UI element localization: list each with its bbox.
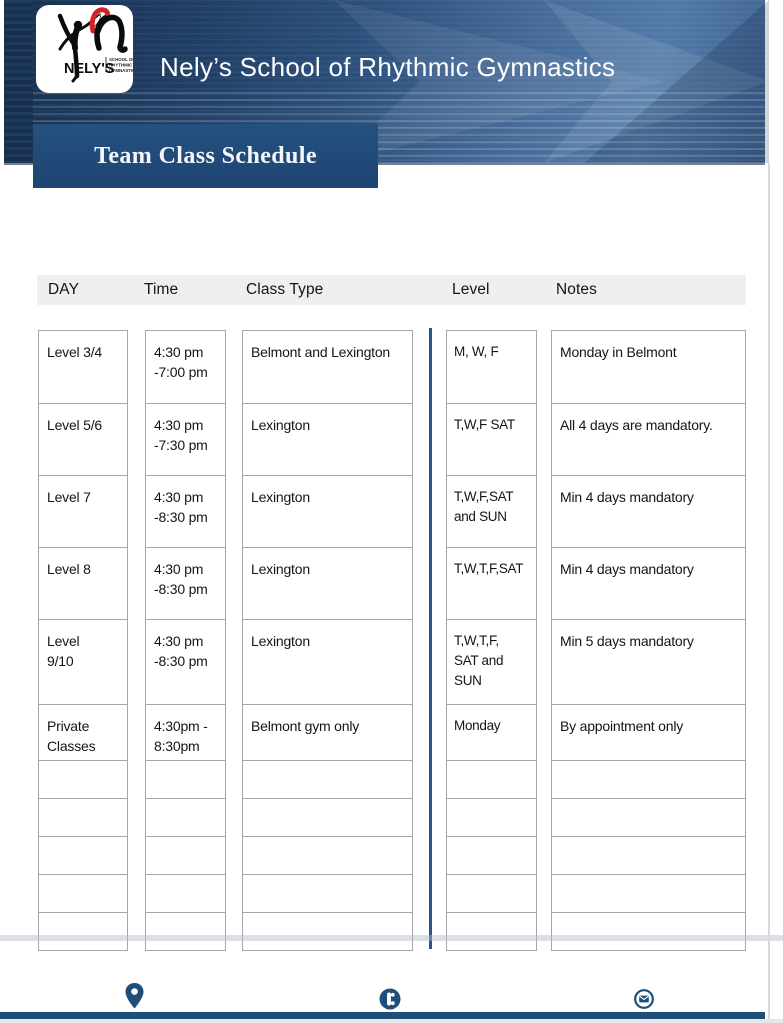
cell-class-type: Belmont and Lexington xyxy=(251,344,391,360)
page-title: Nely’s School of Rhythmic Gymnastics xyxy=(160,52,616,82)
cell-time-empty xyxy=(146,912,225,950)
cell-class-type: Belmont gym only xyxy=(243,704,412,760)
table-header-row: DAY Time Class Type Level Notes xyxy=(37,275,746,305)
phone-icon xyxy=(379,988,401,1010)
column-header-level: Level xyxy=(452,281,490,298)
cell-notes: By appointment only xyxy=(552,704,745,760)
logo-graphic: NELY'S SCHOOL OF RHYTHMIC GYMNASTICS xyxy=(57,7,133,83)
logo-tagline-line: GYMNASTICS xyxy=(109,68,133,73)
cell-day: Level 8 xyxy=(39,547,127,619)
page-right-edge xyxy=(768,163,770,1019)
cell-time-empty xyxy=(146,760,225,798)
cell-notes: Min 4 days mandatory xyxy=(552,475,745,547)
cell-time: 4:30 pm -8:30 pm xyxy=(146,547,225,619)
cell-class-type-empty xyxy=(243,798,412,836)
cell-time: 4:30pm - 8:30pm xyxy=(146,704,225,760)
cell-class-type: Lexington xyxy=(243,403,412,475)
cell-level: T,W,T,F,SAT xyxy=(447,547,536,619)
cell-level-empty xyxy=(447,836,536,874)
cell-day: Level 5/6 xyxy=(39,403,127,475)
cell-notes: Monday in Belmont xyxy=(560,344,677,360)
cell-class-type-empty xyxy=(243,912,412,950)
cell-notes-empty xyxy=(552,912,745,950)
cell-day-empty xyxy=(39,874,127,912)
cell-notes: Min 4 days mandatory xyxy=(552,547,745,619)
table-column-notes: Monday in Belmont All 4 days are mandato… xyxy=(551,330,746,951)
cell-notes: Min 5 days mandatory xyxy=(552,619,745,704)
cell-class-type: Lexington xyxy=(243,619,412,704)
cell-notes-empty xyxy=(552,874,745,912)
cell-notes-empty xyxy=(552,836,745,874)
table-column-time: 4:30 pm -7:00 pm 4:30 pm -7:30 pm 4:30 p… xyxy=(145,330,226,951)
section-banner-title: Team Class Schedule xyxy=(94,142,317,169)
header-banner: NELY'S SCHOOL OF RHYTHMIC GYMNASTICS Nel… xyxy=(4,0,769,163)
column-divider xyxy=(429,328,432,949)
cell-day: Level 7 xyxy=(39,475,127,547)
cell-class-type-empty xyxy=(243,760,412,798)
cell-day: Level 3/4 xyxy=(47,344,103,360)
cell-day-empty xyxy=(39,798,127,836)
ribbon-letter-icon xyxy=(89,7,128,53)
cell-time-empty xyxy=(146,798,225,836)
cell-level-empty xyxy=(447,912,536,950)
column-header-notes: Notes xyxy=(556,281,597,298)
school-logo: NELY'S SCHOOL OF RHYTHMIC GYMNASTICS xyxy=(36,5,133,93)
footer-bar xyxy=(0,1012,765,1019)
cell-class-type: Lexington xyxy=(243,547,412,619)
cell-time: 4:30 pm -7:00 pm xyxy=(154,344,208,380)
cell-level: Monday xyxy=(447,704,536,760)
cell-day-empty xyxy=(39,912,127,950)
cell-notes: All 4 days are mandatory. xyxy=(552,403,745,475)
logo-tagline-line: RHYTHMIC xyxy=(109,63,133,68)
cell-class-type-empty xyxy=(243,836,412,874)
table-column-class-type: Belmont and Lexington Lexington Lexingto… xyxy=(242,330,413,951)
table-column-level: M, W, F T,W,F SAT T,W,F,SAT and SUN T,W,… xyxy=(446,330,537,951)
logo-tagline-line: SCHOOL OF xyxy=(109,57,133,62)
logo-brand-text: NELY'S xyxy=(64,61,115,77)
cell-level: T,W,T,F, SAT and SUN xyxy=(447,619,536,704)
gymnast-silhouette-icon xyxy=(57,13,101,83)
cell-level-empty xyxy=(447,798,536,836)
column-header-class-type: Class Type xyxy=(246,281,324,298)
cell-notes-empty xyxy=(552,798,745,836)
cell-day: Private Classes xyxy=(39,704,127,760)
cell-time: 4:30 pm -8:30 pm xyxy=(146,619,225,704)
cell-level-empty xyxy=(447,874,536,912)
cell-level-empty xyxy=(447,760,536,798)
cell-time: 4:30 pm -7:30 pm xyxy=(146,403,225,475)
cell-level: T,W,F SAT xyxy=(447,403,536,475)
cell-level: M, W, F xyxy=(454,344,499,359)
cell-time: 4:30 pm -8:30 pm xyxy=(146,475,225,547)
table-column-day: Level 3/4 Level 5/6 Level 7 Level 8 Leve… xyxy=(38,330,128,951)
cell-class-type-empty xyxy=(243,874,412,912)
cell-day: Level 9/10 xyxy=(39,619,127,704)
cell-notes-empty xyxy=(552,760,745,798)
cell-time-empty xyxy=(146,874,225,912)
cell-time-empty xyxy=(146,836,225,874)
page-bottom-edge xyxy=(0,1019,783,1023)
location-pin-icon xyxy=(125,983,144,1009)
cell-day-empty xyxy=(39,760,127,798)
section-banner: Team Class Schedule xyxy=(33,124,378,188)
email-icon xyxy=(634,989,654,1009)
column-header-day: DAY xyxy=(48,281,80,298)
column-header-time: Time xyxy=(144,281,179,298)
cell-class-type: Lexington xyxy=(243,475,412,547)
cell-day-empty xyxy=(39,836,127,874)
header-left-strip xyxy=(4,0,33,163)
cell-level: T,W,F,SAT and SUN xyxy=(447,475,536,547)
